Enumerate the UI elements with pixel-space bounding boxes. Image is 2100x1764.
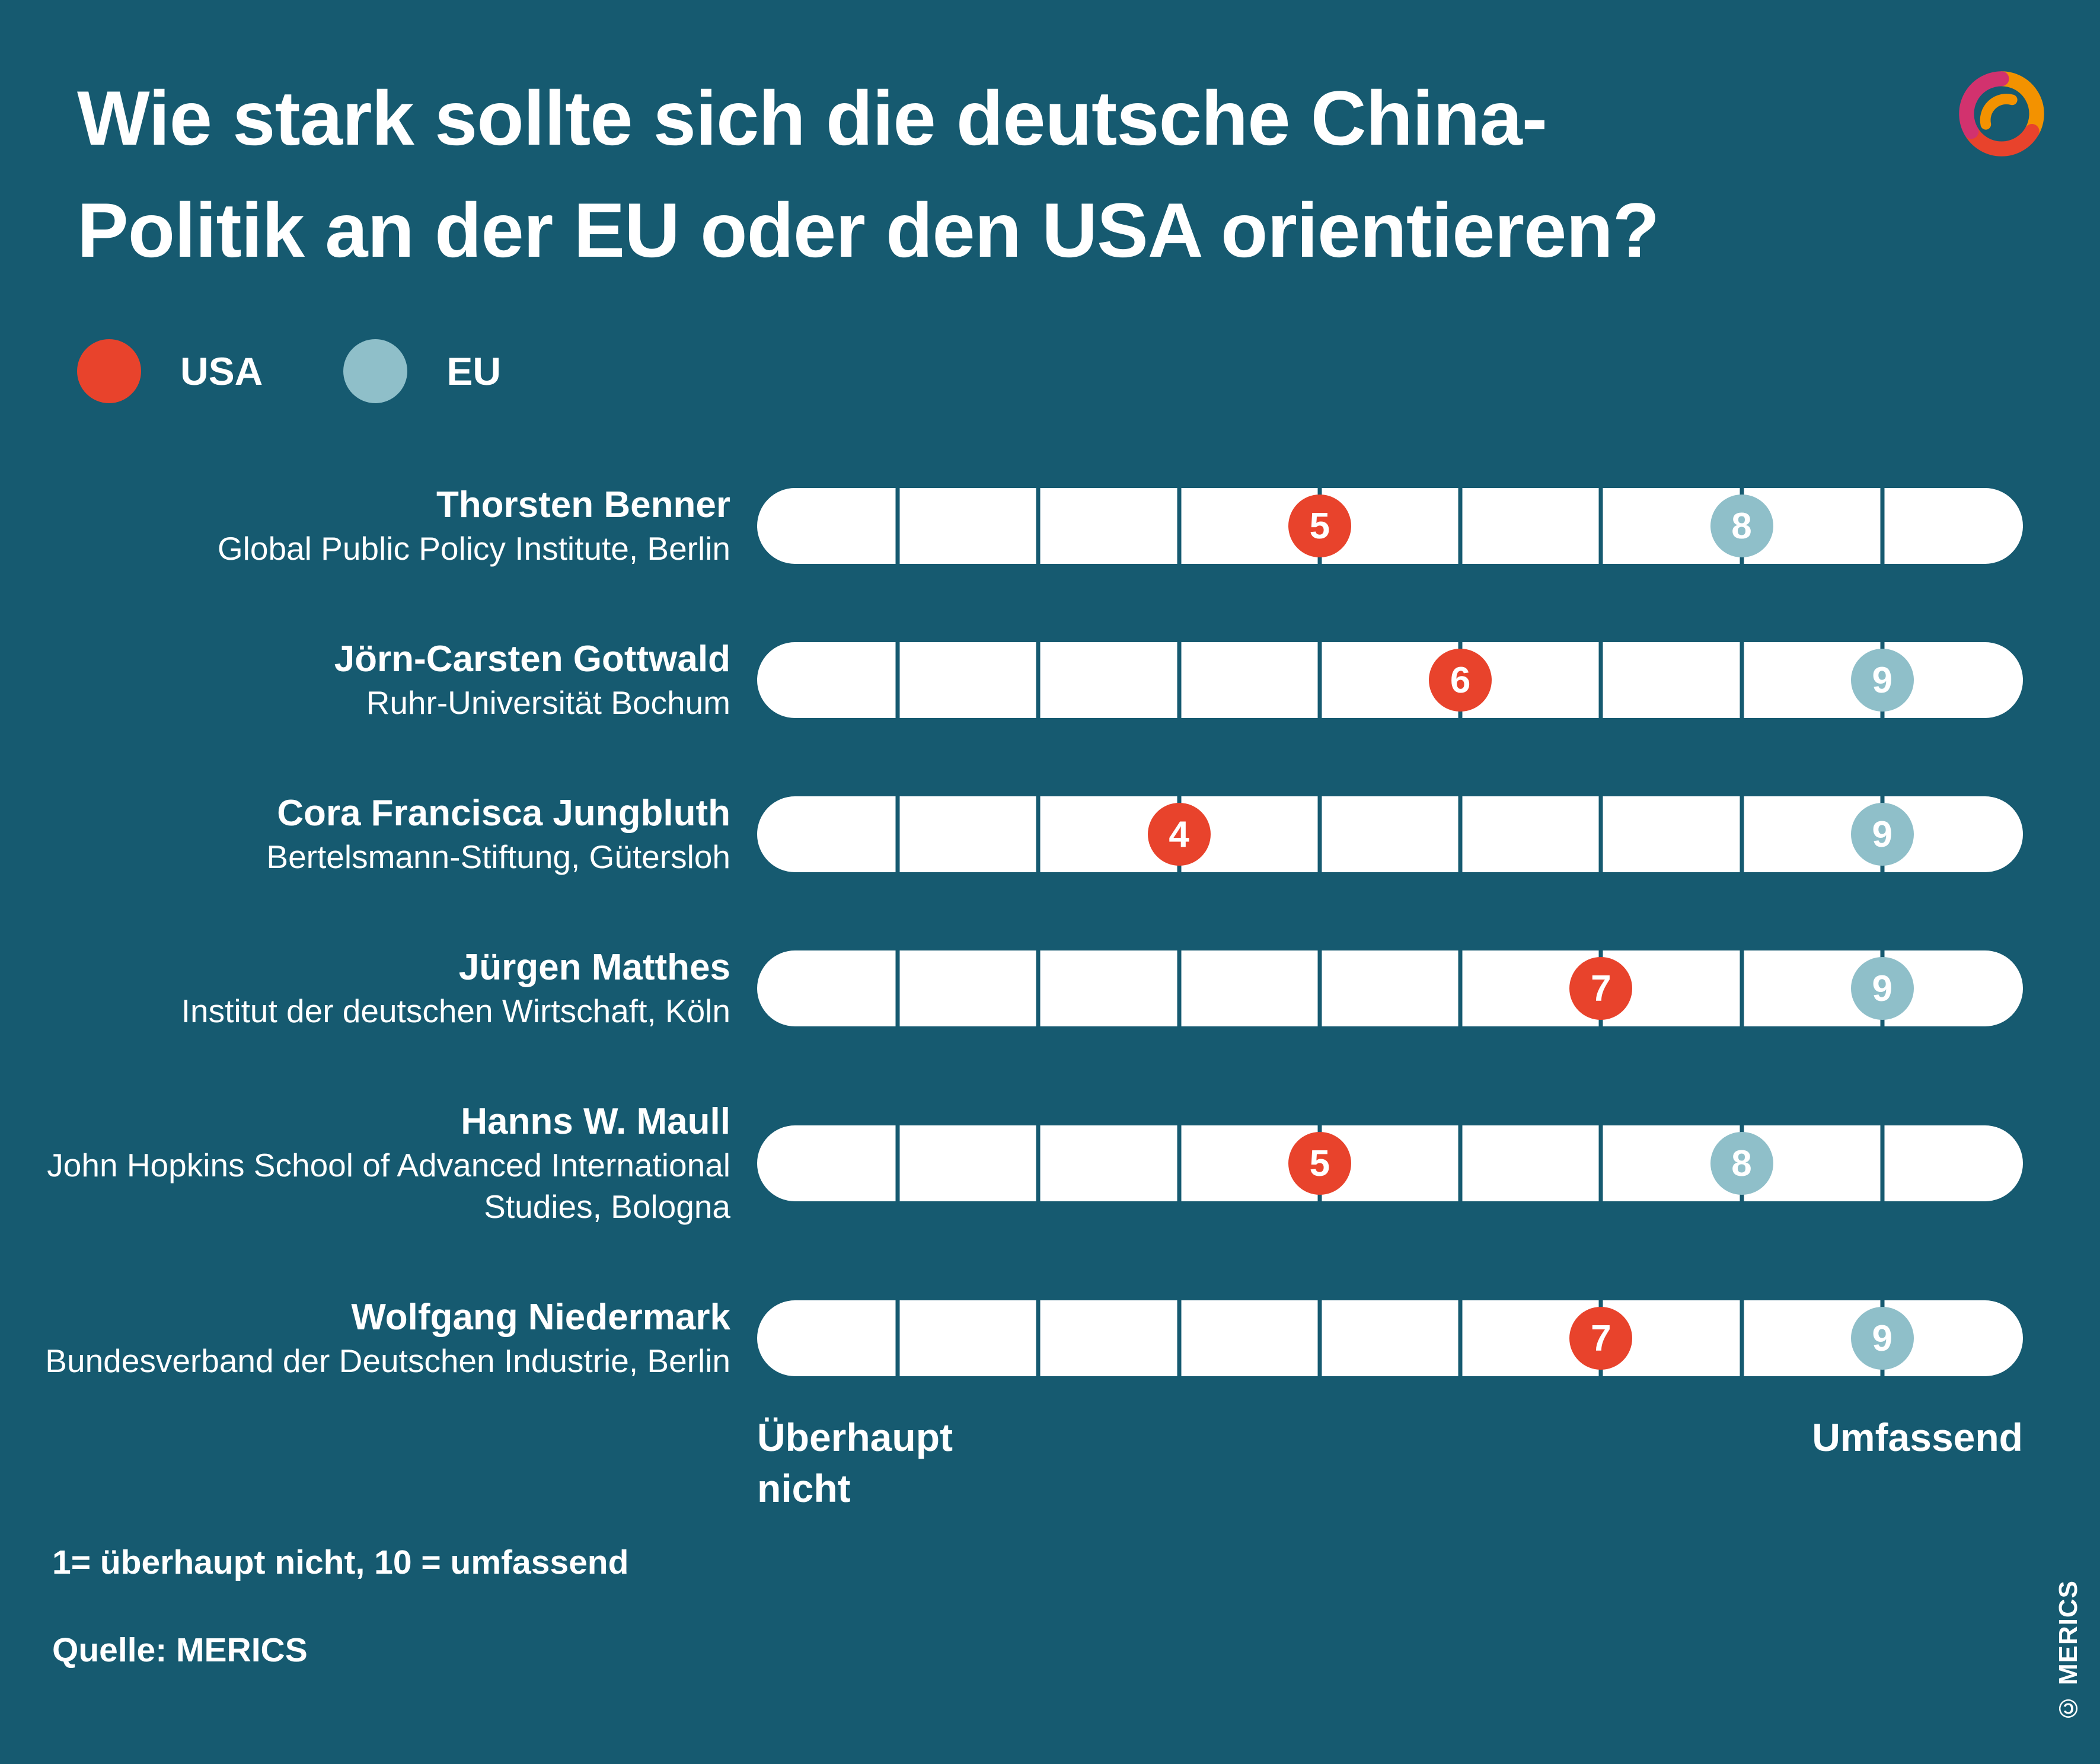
scale-divider: [895, 642, 900, 719]
scale-divider: [1458, 1300, 1463, 1377]
scale-divider: [1740, 1300, 1744, 1377]
scale-divider: [1458, 950, 1463, 1027]
row-label: Thorsten Benner Global Public Policy Ins…: [0, 483, 757, 569]
scale-divider: [1740, 642, 1744, 719]
scale-divider: [895, 488, 900, 564]
axis-min-label: Überhaupt nicht: [757, 1415, 953, 1511]
scale-divider: [1036, 488, 1041, 564]
row-label: Hanns W. Maull John Hopkins School of Ad…: [0, 1099, 757, 1227]
scale-divider: [1177, 950, 1182, 1027]
scale-divider: [1317, 796, 1322, 873]
copyright-vertical: © MERICS: [2054, 1580, 2083, 1722]
usa-marker: 5: [1288, 1132, 1351, 1195]
scale-divider: [895, 1300, 900, 1377]
source: Quelle: MERICS: [52, 1631, 308, 1670]
eu-marker: 8: [1710, 495, 1773, 557]
table-row: Hanns W. Maull John Hopkins School of Ad…: [0, 1099, 2023, 1227]
scale-divider: [1036, 1125, 1041, 1202]
merics-logo: [1959, 71, 2044, 157]
scale-divider: [1177, 642, 1182, 719]
row-label: Wolfgang Niedermark Bundesverband der De…: [0, 1295, 757, 1382]
expert-affiliation: Bertelsmann-Stiftung, Gütersloh: [266, 838, 730, 875]
scale-divider: [1177, 488, 1182, 564]
eu-marker: 9: [1850, 1307, 1914, 1370]
page-title-line-1: Wie stark sollte sich die deutsche China…: [77, 75, 1547, 161]
usa-marker: 5: [1288, 495, 1351, 557]
scale-divider: [1598, 1125, 1603, 1202]
page-title: Wie stark sollte sich die deutsche China…: [77, 62, 2100, 286]
eu-legend-label: EU: [446, 349, 502, 393]
scale-divider: [1177, 1300, 1182, 1377]
eu-marker: 9: [1850, 649, 1914, 712]
table-row: Wolfgang Niedermark Bundesverband der De…: [0, 1295, 2023, 1382]
scale-divider: [1880, 488, 1885, 564]
row-label: Cora Francisca Jungbluth Bertelsmann-Sti…: [0, 791, 757, 878]
expert-name: Wolfgang Niedermark: [351, 1297, 730, 1338]
expert-name: Jürgen Matthes: [458, 947, 730, 988]
usa-legend-label: USA: [180, 349, 263, 393]
expert-name: Jörn-Carsten Gottwald: [334, 639, 730, 680]
scale-divider: [1598, 488, 1603, 564]
scale-divider: [895, 796, 900, 873]
table-row: Thorsten Benner Global Public Policy Ins…: [0, 483, 2023, 569]
table-row: Jörn-Carsten Gottwald Ruhr-Universität B…: [0, 637, 2023, 723]
expert-name: Cora Francisca Jungbluth: [277, 793, 730, 834]
scale-bar: 7 9: [757, 1300, 2023, 1377]
scale-divider: [1458, 488, 1463, 564]
scale-divider: [1598, 642, 1603, 719]
scale-divider: [1740, 950, 1744, 1027]
eu-marker: 9: [1850, 803, 1914, 866]
scale-divider: [1740, 796, 1744, 873]
scale-bar: 7 9: [757, 950, 2023, 1027]
usa-marker: 7: [1569, 957, 1633, 1020]
scale-divider: [895, 950, 900, 1027]
scale-divider: [1598, 796, 1603, 873]
scale-bar: 5 8: [757, 488, 2023, 564]
expert-affiliation: Institut der deutschen Wirtschaft, Köln: [181, 992, 730, 1029]
legend-item-eu: EU: [343, 339, 501, 403]
expert-name: Hanns W. Maull: [461, 1101, 730, 1143]
scale-divider: [1458, 796, 1463, 873]
chart-rows: Thorsten Benner Global Public Policy Ins…: [0, 483, 2100, 1382]
axis-max-label: Umfassend: [1812, 1415, 2023, 1460]
scale-bar: 5 8: [757, 1125, 2023, 1202]
usa-legend-dot-icon: [77, 339, 141, 403]
scale-divider: [1317, 950, 1322, 1027]
legend-item-usa: USA: [77, 339, 263, 403]
page-title-line-2: Politik an der EU oder den USA orientier…: [77, 186, 1659, 273]
scale-divider: [1036, 1300, 1041, 1377]
scale-divider: [1036, 950, 1041, 1027]
scale-divider: [1177, 1125, 1182, 1202]
eu-legend-dot-icon: [343, 339, 408, 403]
scale-divider: [1036, 642, 1041, 719]
row-label: Jörn-Carsten Gottwald Ruhr-Universität B…: [0, 637, 757, 723]
legend: USA EU: [77, 339, 2100, 403]
eu-marker: 8: [1710, 1132, 1773, 1195]
scale-divider: [1036, 796, 1041, 873]
scale-divider: [1317, 1300, 1322, 1377]
table-row: Jürgen Matthes Institut der deutschen Wi…: [0, 945, 2023, 1032]
scale-footnote: 1= überhaupt nicht, 10 = umfassend: [52, 1543, 629, 1582]
usa-marker: 7: [1569, 1307, 1633, 1370]
x-axis-labels: Überhaupt nicht Umfassend: [757, 1412, 2023, 1514]
usa-marker: 6: [1429, 649, 1492, 712]
usa-marker: 4: [1147, 803, 1211, 866]
scale-bar: 6 9: [757, 642, 2023, 719]
expert-affiliation: Bundesverband der Deutschen Industrie, B…: [45, 1342, 730, 1380]
expert-name: Thorsten Benner: [436, 484, 730, 525]
scale-divider: [895, 1125, 900, 1202]
table-row: Cora Francisca Jungbluth Bertelsmann-Sti…: [0, 791, 2023, 878]
expert-affiliation: Ruhr-Universität Bochum: [366, 684, 730, 721]
scale-divider: [1880, 1125, 1885, 1202]
row-label: Jürgen Matthes Institut der deutschen Wi…: [0, 945, 757, 1032]
expert-affiliation: Global Public Policy Institute, Berlin: [217, 529, 730, 567]
scale-divider: [1458, 1125, 1463, 1202]
eu-marker: 9: [1850, 957, 1914, 1020]
scale-divider: [1317, 642, 1322, 719]
scale-bar: 4 9: [757, 796, 2023, 873]
expert-affiliation: John Hopkins School of Advanced Internat…: [47, 1146, 730, 1226]
